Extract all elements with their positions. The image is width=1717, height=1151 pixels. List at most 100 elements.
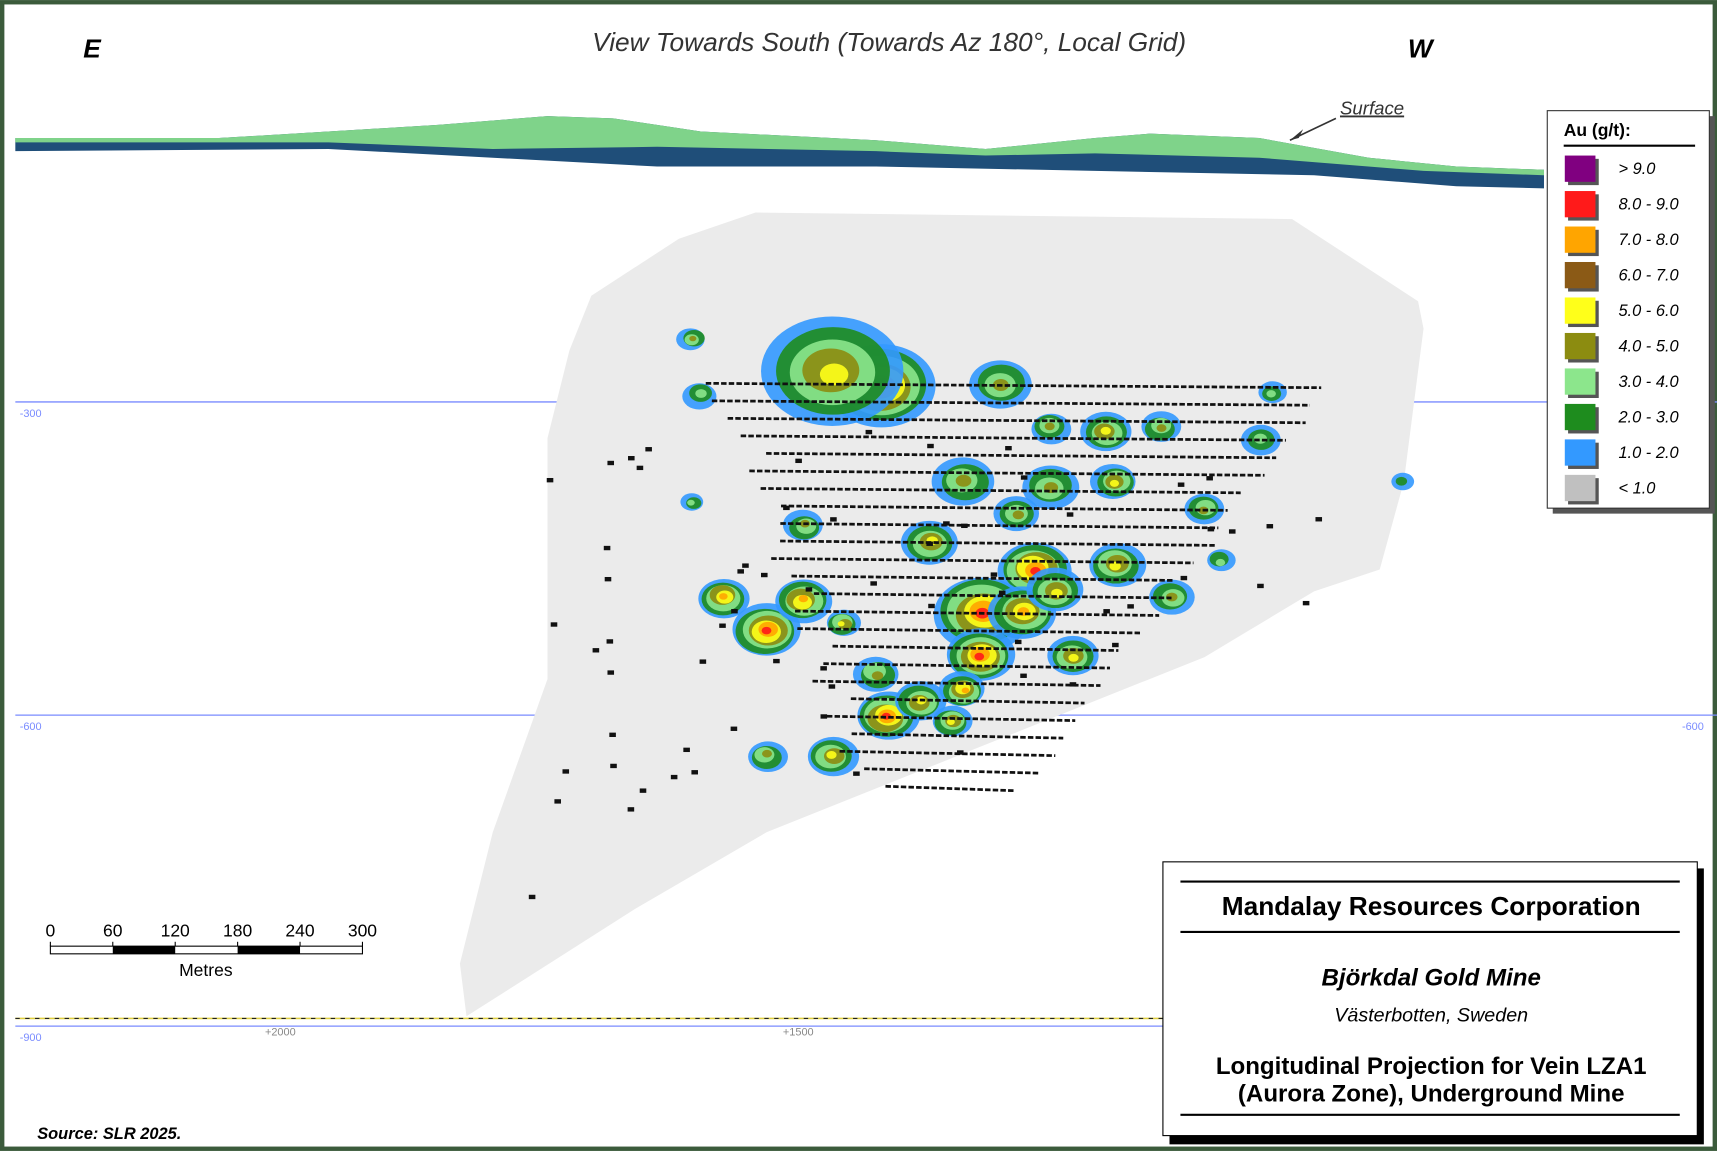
drill-hole xyxy=(562,769,570,774)
drill-hole xyxy=(645,447,652,452)
drill-hole xyxy=(961,523,968,529)
easting-label: +2000 xyxy=(265,1027,296,1039)
drill-hole xyxy=(780,522,1219,530)
drill-hole xyxy=(742,563,749,568)
west-label: W xyxy=(1408,33,1435,63)
legend-swatch xyxy=(1564,439,1596,466)
drill-hole xyxy=(1020,475,1028,480)
legend-label: 6.0 - 7.0 xyxy=(1618,267,1678,285)
drill-hole xyxy=(828,684,836,689)
grade-contour xyxy=(819,363,849,386)
grade-contour xyxy=(1109,479,1120,487)
drill-hole xyxy=(865,429,873,435)
drill-hole xyxy=(820,714,828,719)
drill-hole xyxy=(1257,583,1264,589)
legend-label: 4.0 - 5.0 xyxy=(1618,338,1678,356)
easting-label: +1500 xyxy=(783,1027,814,1039)
legend-swatch xyxy=(1564,403,1596,431)
title-block xyxy=(1162,861,1698,1137)
drill-hole xyxy=(1103,609,1110,614)
drill-hole xyxy=(826,714,1076,722)
drill-hole xyxy=(1180,575,1188,581)
drill-hole xyxy=(1127,604,1134,609)
grade-contour xyxy=(1012,510,1025,520)
drill-hole xyxy=(550,622,558,627)
drill-hole xyxy=(832,644,1119,652)
grade-contour xyxy=(798,594,809,603)
drill-hole xyxy=(926,541,933,546)
legend-label: 5.0 - 6.0 xyxy=(1618,302,1678,320)
drill-hole xyxy=(773,658,780,664)
legend-label: 7.0 - 8.0 xyxy=(1618,231,1678,249)
drill-hole xyxy=(850,697,1085,705)
drill-hole xyxy=(766,452,1277,460)
drill-hole xyxy=(783,505,790,511)
drill-hole xyxy=(691,770,698,775)
drill-hole xyxy=(928,603,935,609)
drill-hole xyxy=(990,572,998,577)
drill-hole xyxy=(820,666,827,671)
drill-hole xyxy=(740,434,1286,442)
legend-swatch xyxy=(1564,368,1596,395)
drill-hole xyxy=(610,763,617,769)
scale-bar-segment xyxy=(237,946,301,954)
drill-hole xyxy=(823,662,1111,670)
grade-contour xyxy=(1266,390,1276,398)
grade-contour xyxy=(946,718,955,725)
drill-hole xyxy=(780,539,1215,547)
drill-hole xyxy=(839,749,1056,758)
drill-hole xyxy=(711,399,1310,407)
drill-hole xyxy=(864,767,1041,775)
drill-hole xyxy=(805,587,813,592)
drill-hole xyxy=(812,679,1101,687)
drill-hole xyxy=(1177,482,1185,487)
view-title: View Towards South (Towards Az 180°, Loc… xyxy=(592,27,1186,57)
level-label: -600 xyxy=(1682,721,1704,733)
drill-hole xyxy=(1315,517,1323,522)
drill-hole xyxy=(627,807,635,812)
drill-hole xyxy=(554,799,561,804)
drill-hole xyxy=(830,517,837,522)
drill-hole xyxy=(606,639,614,644)
drill-hole xyxy=(771,557,1194,565)
location: Västerbotten, Sweden xyxy=(1334,1004,1528,1026)
grade-contour xyxy=(1044,422,1055,431)
grade-contour xyxy=(961,687,970,694)
scale-tick-label: 300 xyxy=(348,921,377,941)
grade-contour xyxy=(1100,426,1111,435)
legend-title: Au (g/t): xyxy=(1564,120,1631,140)
drill-hole xyxy=(1112,642,1119,648)
grade-contours xyxy=(676,316,1415,777)
drill-hole xyxy=(853,771,860,776)
drill-hole xyxy=(1302,600,1310,606)
drill-hole xyxy=(609,732,616,738)
grade-contour xyxy=(1156,424,1167,432)
drill-hole xyxy=(603,545,611,551)
drill-hole xyxy=(795,609,1160,617)
company: Mandalay Resources Corporation xyxy=(1222,891,1641,921)
legend-swatch xyxy=(1564,297,1596,324)
drill-hole xyxy=(604,576,612,582)
drill-hole xyxy=(1005,446,1012,451)
drill-hole xyxy=(699,659,707,664)
drill-hole xyxy=(851,732,1064,740)
east-label: E xyxy=(83,33,102,63)
drill-hole xyxy=(795,458,802,464)
drill-hole xyxy=(1014,639,1022,645)
legend-swatch xyxy=(1564,191,1596,218)
drill-hole xyxy=(1066,512,1074,517)
level-label: -300 xyxy=(20,408,42,420)
surface-arrowhead xyxy=(1289,129,1304,141)
drill-hole xyxy=(683,747,690,753)
grade-contour xyxy=(1215,558,1226,567)
scale-bar-frame xyxy=(49,945,364,955)
drill-hole xyxy=(1069,682,1077,687)
grade-contour xyxy=(871,671,884,681)
scale-tick-label: 120 xyxy=(161,921,190,941)
legend-label: > 9.0 xyxy=(1618,160,1655,178)
drill-hole xyxy=(998,590,1006,595)
drill-hole xyxy=(1020,673,1027,678)
drill-hole xyxy=(636,465,644,471)
drill-hole xyxy=(943,521,950,526)
